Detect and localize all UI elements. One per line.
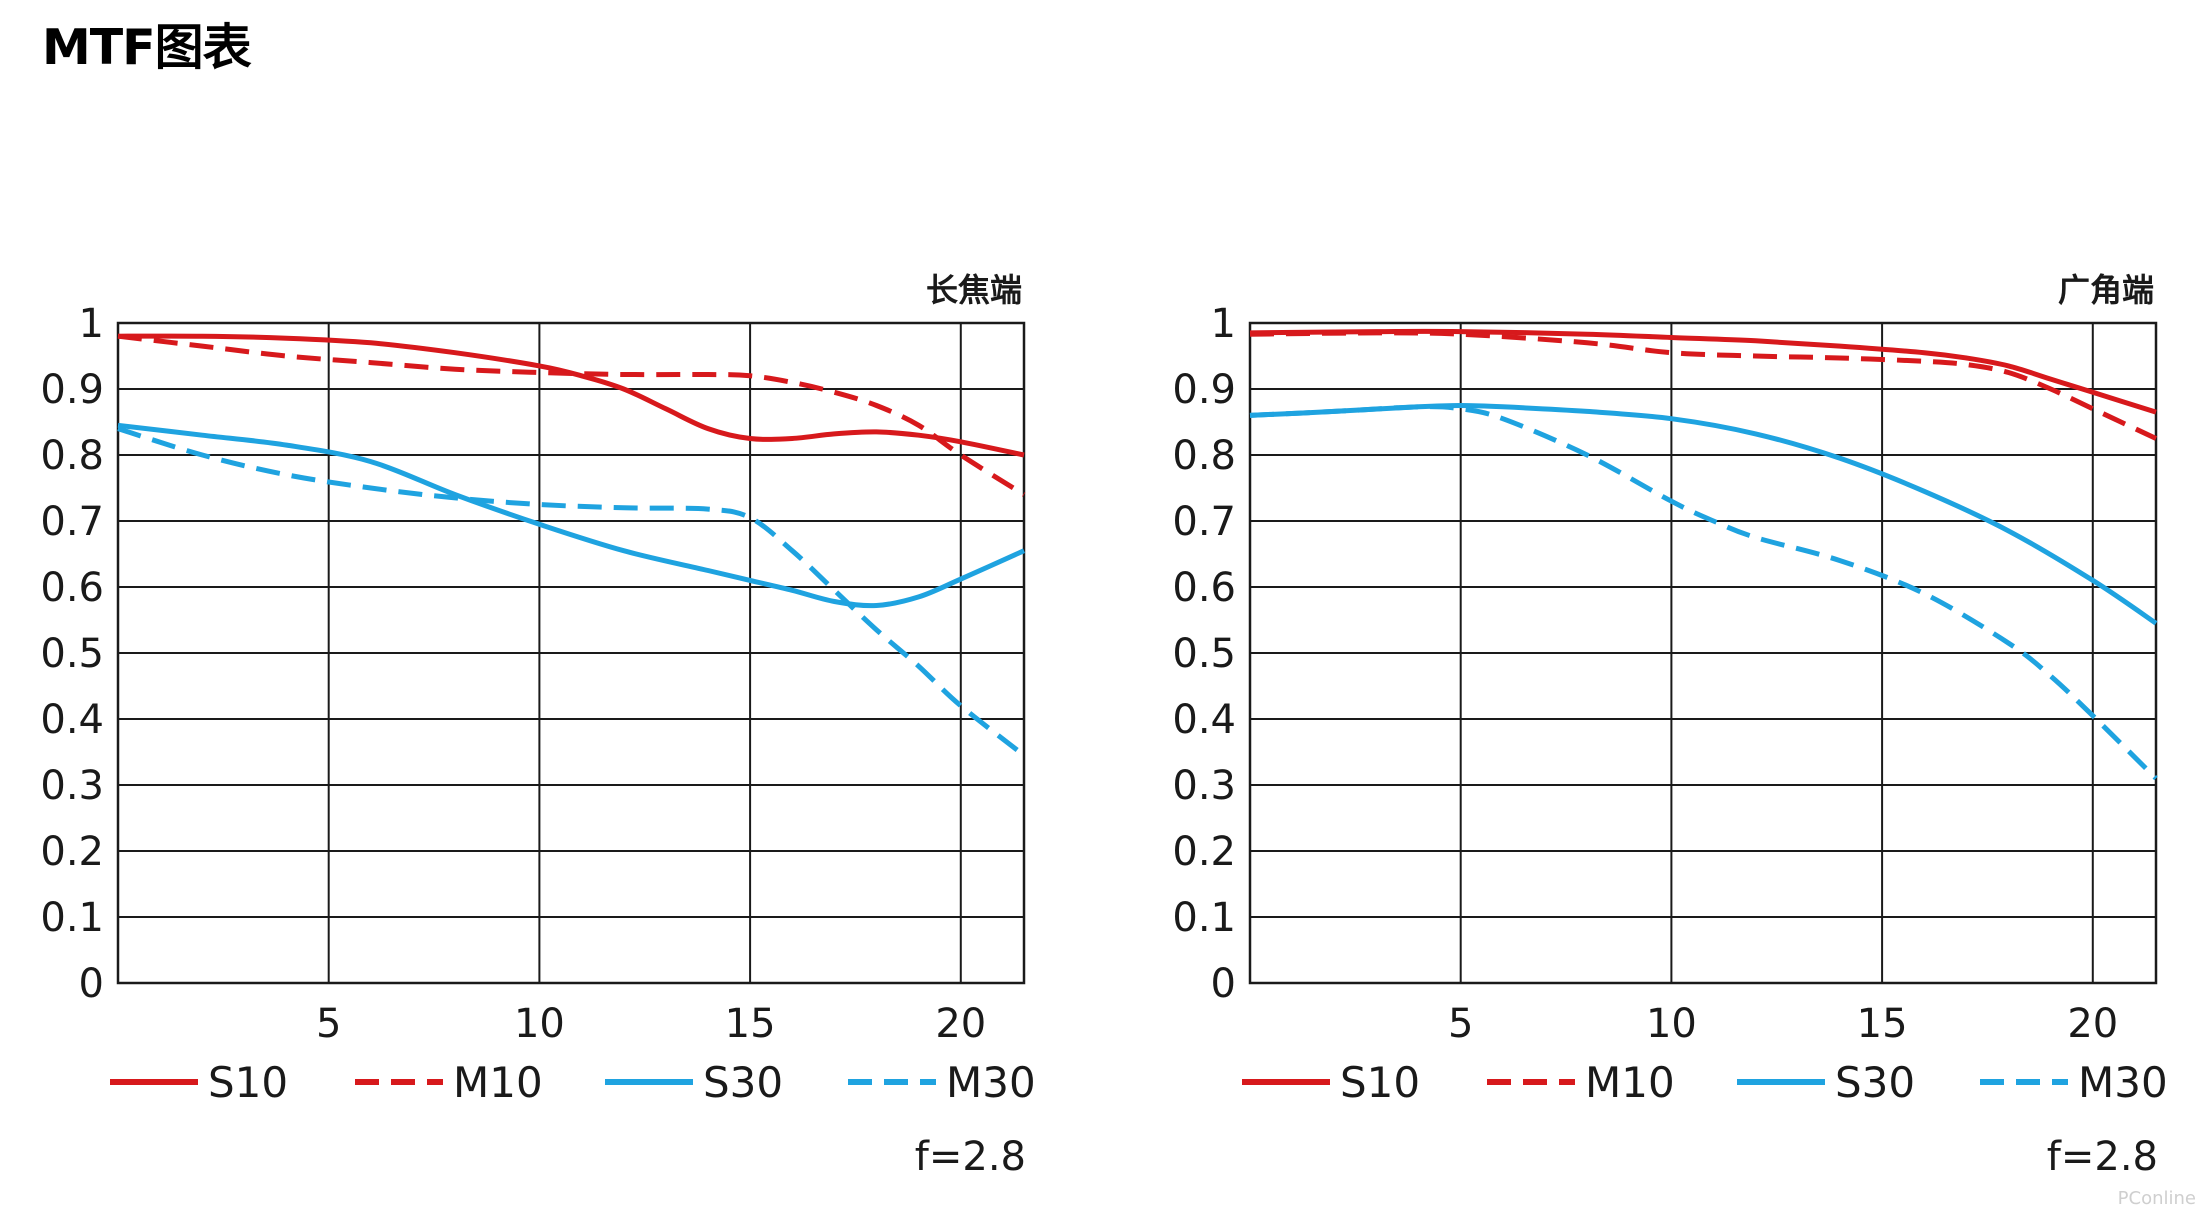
x-tick-label: 10 bbox=[514, 1001, 565, 1047]
x-tick-label: 15 bbox=[725, 1001, 776, 1047]
y-tick-label: 0.1 bbox=[1172, 895, 1236, 941]
x-tick-label: 5 bbox=[316, 1001, 341, 1047]
y-tick-label: 0.2 bbox=[40, 829, 104, 875]
y-tick-label: 0.6 bbox=[40, 565, 104, 611]
series-line-m10 bbox=[1249, 330, 2158, 441]
legend-label-m30: M30 bbox=[2078, 1058, 2168, 1107]
y-tick-label: 0 bbox=[79, 961, 104, 1007]
y-tick-label: 0.5 bbox=[40, 631, 104, 677]
series-line-s30 bbox=[1249, 403, 2158, 626]
y-tick-label: 0.7 bbox=[40, 499, 104, 545]
y-tick-label: 0.9 bbox=[1172, 367, 1236, 413]
x-tick-label: 10 bbox=[1646, 1001, 1697, 1047]
y-tick-label: 0.8 bbox=[40, 433, 104, 479]
legend-label-s30: S30 bbox=[1835, 1058, 1915, 1107]
y-tick-label: 1 bbox=[1211, 301, 1236, 347]
legend-label-s10: S10 bbox=[208, 1058, 288, 1107]
x-tick-label: 20 bbox=[2067, 1001, 2118, 1047]
legend-label-m30: M30 bbox=[946, 1058, 1036, 1107]
x-tick-label: 20 bbox=[935, 1001, 986, 1047]
series-line-m30 bbox=[117, 426, 1026, 758]
y-tick-label: 0.7 bbox=[1172, 499, 1236, 545]
watermark: PConline bbox=[2118, 1188, 2196, 1209]
x-tick-label: 15 bbox=[1857, 1001, 1908, 1047]
legend-label-m10: M10 bbox=[453, 1058, 543, 1107]
y-tick-label: 0.5 bbox=[1172, 631, 1236, 677]
y-tick-label: 0 bbox=[1211, 961, 1236, 1007]
y-tick-label: 0.4 bbox=[40, 697, 104, 743]
series-line-s10 bbox=[1249, 328, 2157, 415]
chart-title: 长焦端 bbox=[926, 271, 1022, 309]
x-tick-label: 5 bbox=[1448, 1001, 1473, 1047]
y-tick-label: 0.8 bbox=[1172, 433, 1236, 479]
legend-label-m10: M10 bbox=[1585, 1058, 1675, 1107]
series-line-s30 bbox=[117, 422, 1026, 609]
y-tick-label: 0.4 bbox=[1172, 697, 1236, 743]
series-line-m10 bbox=[117, 333, 1026, 497]
legend-label-s10: S10 bbox=[1340, 1058, 1420, 1107]
y-tick-label: 0.3 bbox=[40, 763, 104, 809]
y-tick-label: 0.9 bbox=[40, 367, 104, 413]
y-tick-label: 0.6 bbox=[1172, 565, 1236, 611]
series-line-s10 bbox=[117, 333, 1025, 458]
page-title: MTF图表 bbox=[42, 19, 252, 76]
aperture-note: f=2.8 bbox=[2047, 1134, 2158, 1180]
chart-title: 广角端 bbox=[2058, 271, 2154, 309]
legend-label-s30: S30 bbox=[703, 1058, 783, 1107]
plot-frame bbox=[116, 321, 1026, 985]
y-tick-label: 1 bbox=[79, 301, 104, 347]
y-tick-label: 0.1 bbox=[40, 895, 104, 941]
aperture-note: f=2.8 bbox=[915, 1134, 1026, 1180]
plot-frame bbox=[1248, 321, 2158, 985]
y-tick-label: 0.2 bbox=[1172, 829, 1236, 875]
y-tick-label: 0.3 bbox=[1172, 763, 1236, 809]
series-line-m30 bbox=[1249, 404, 2158, 781]
